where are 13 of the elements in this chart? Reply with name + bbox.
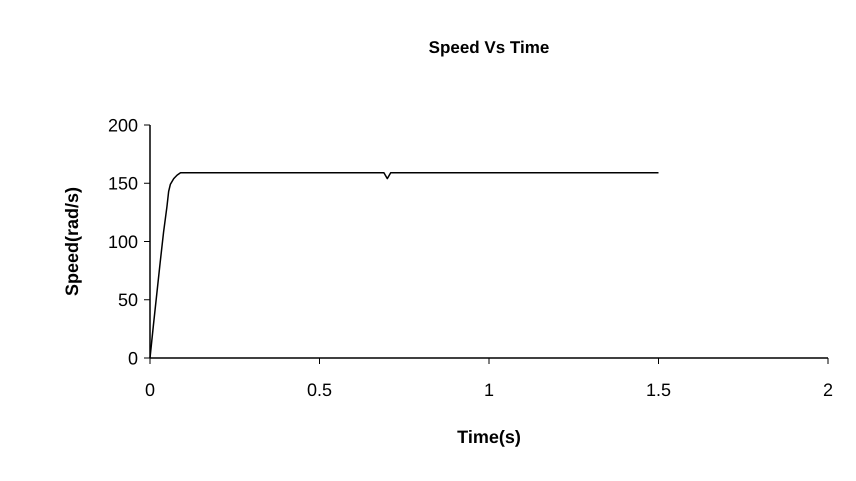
y-tick-label: 200 — [108, 115, 138, 136]
y-tick-label: 150 — [108, 174, 138, 194]
chart-title: Speed Vs Time — [428, 38, 550, 57]
x-tick-label: 0.5 — [306, 380, 332, 400]
y-tick-label: 50 — [118, 290, 138, 310]
y-tick-label: 0 — [128, 348, 138, 368]
x-tick-label: 1.5 — [646, 380, 672, 400]
x-tick-label: 0 — [144, 380, 156, 400]
y-tick-label: 100 — [108, 232, 138, 252]
x-axis-title: Time(s) — [457, 427, 521, 447]
x-tick-label: 1 — [484, 380, 494, 400]
y-axis-title: Speed(rad/s) — [62, 186, 82, 296]
x-tick-label: 2 — [822, 380, 834, 400]
